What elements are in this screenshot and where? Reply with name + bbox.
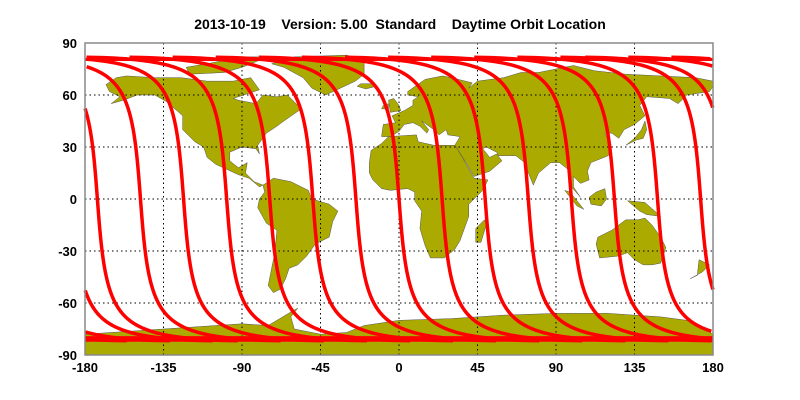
plot-frame	[84, 42, 714, 356]
y-tick-label: -60	[58, 296, 77, 311]
x-tick-label: -45	[311, 360, 330, 375]
orbit-track	[86, 55, 367, 343]
land-eurasia	[381, 65, 714, 198]
land-north-america	[105, 75, 302, 188]
land-britain	[388, 98, 402, 113]
orbit-track	[560, 55, 715, 291]
x-tick-labels: -180 -135 -90 -45 0 45 90 135 180	[72, 360, 724, 375]
land-sumatra	[564, 189, 585, 210]
chart-title: 2013-10-19 Version: 5.00 Standard Daytim…	[194, 16, 606, 32]
x-tick-label: -90	[233, 360, 252, 375]
orbit-track	[517, 55, 712, 333]
y-tick-label: -30	[58, 244, 77, 259]
orbit-track	[474, 55, 711, 341]
x-tick-label: -180	[72, 360, 98, 375]
y-tick-label: 90	[63, 36, 77, 51]
orbit-track	[388, 55, 669, 343]
x-tick-label: 45	[470, 360, 484, 375]
orbit-track	[585, 55, 715, 109]
y-tick-label: -90	[58, 348, 77, 363]
orbit-track	[301, 55, 583, 343]
orbit-track	[172, 55, 454, 343]
x-tick-label: 0	[395, 360, 402, 375]
orbit-track	[258, 55, 540, 343]
x-tick-label: 90	[549, 360, 563, 375]
orbit-track	[344, 55, 626, 343]
orbit-track	[87, 57, 324, 343]
y-tick-labels: 90 60 30 0 -30 -60 -90	[58, 36, 77, 363]
y-tick-label: 30	[63, 140, 77, 155]
x-tick-label: -135	[150, 360, 176, 375]
land-japan	[625, 120, 647, 146]
orbit-tracks	[83, 55, 715, 343]
land-new-guinea	[626, 200, 662, 217]
land-borneo	[588, 188, 607, 207]
y-tick-label: 0	[70, 192, 77, 207]
orbit-track	[431, 55, 712, 343]
orbit-track	[129, 55, 410, 343]
x-tick-label: 180	[702, 360, 724, 375]
y-tick-label: 60	[63, 88, 77, 103]
orbit-track	[86, 65, 281, 343]
land-australia	[595, 217, 667, 266]
orbit-track	[215, 55, 497, 343]
x-tick-label: 135	[624, 360, 646, 375]
orbit-track	[83, 107, 238, 343]
